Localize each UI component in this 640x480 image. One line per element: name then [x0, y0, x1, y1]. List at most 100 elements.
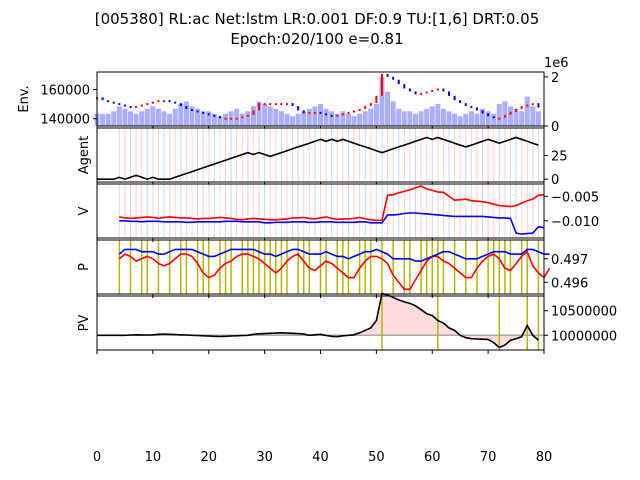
volume-bar	[144, 108, 150, 126]
volume-bar	[167, 113, 173, 126]
volume-bar	[301, 111, 307, 126]
candle	[425, 91, 428, 94]
y-tick-label: 0.496	[551, 276, 588, 291]
volume-bar	[345, 113, 351, 126]
x-tick-label: 70	[480, 450, 497, 465]
y-tick-label: 0	[551, 173, 559, 188]
candle	[448, 91, 451, 96]
candle	[420, 92, 423, 95]
volume-bar	[111, 111, 117, 126]
candle	[492, 116, 495, 119]
candle	[269, 103, 272, 106]
y-axis-label: Agent	[77, 136, 92, 174]
pv-line	[97, 292, 539, 349]
volume-bar	[195, 108, 201, 126]
candle	[330, 114, 333, 117]
candle	[408, 88, 411, 92]
chart-title-line-2: Epoch:020/100 e=0.81	[230, 30, 403, 48]
volume-bar	[379, 76, 385, 126]
volume-bar	[463, 113, 469, 126]
volume-bar	[357, 113, 363, 126]
volume-bar	[496, 103, 502, 126]
candle	[347, 111, 350, 114]
volume-bar	[412, 113, 418, 126]
axes-frame	[96, 295, 545, 351]
volume-bar	[446, 111, 452, 126]
pv-area	[97, 293, 539, 348]
candle	[531, 103, 534, 106]
volume-bar	[418, 111, 424, 126]
candle	[196, 110, 199, 113]
candle	[263, 103, 266, 106]
panel-5: 10500000 10000000 PV	[77, 292, 617, 354]
volume-bar	[351, 116, 357, 126]
chart-title-line-1: [005380] RL:ac Net:lstm LR:0.001 DF:0.9 …	[95, 10, 540, 28]
candle	[487, 113, 490, 117]
candle	[291, 103, 294, 107]
candle	[353, 110, 356, 113]
axis-offset-label: 1e6	[544, 56, 569, 71]
candle	[163, 100, 166, 103]
candle	[207, 113, 210, 116]
candle	[464, 103, 467, 107]
volume-bar	[100, 113, 106, 126]
candle	[297, 106, 300, 111]
y-axis-label: PV	[77, 315, 92, 332]
candle	[224, 117, 227, 120]
candle	[258, 103, 261, 111]
candle	[397, 79, 400, 85]
volume-bar	[401, 111, 407, 126]
candle	[107, 100, 110, 103]
candle	[453, 95, 456, 101]
candle	[140, 104, 143, 107]
x-tick-label: 20	[200, 450, 217, 465]
volume-bar	[234, 108, 240, 126]
candle	[380, 73, 383, 96]
volume-bar	[223, 113, 229, 126]
volume-bar	[250, 106, 256, 126]
series-line	[118, 250, 551, 291]
volume-bar	[440, 108, 446, 126]
candle	[235, 117, 238, 120]
series-line	[119, 212, 545, 235]
candle	[375, 95, 378, 104]
candle	[241, 116, 244, 119]
candle	[218, 116, 221, 119]
volume-bar	[306, 108, 312, 126]
volume-bar	[485, 111, 491, 126]
y-axis-label: Env.	[17, 85, 32, 112]
volume-bar	[396, 108, 402, 126]
candle	[459, 100, 462, 104]
volume-bar	[474, 113, 480, 126]
volume-bar	[362, 111, 368, 126]
volume-bar	[245, 111, 251, 126]
volume-bar	[273, 108, 279, 126]
candle	[101, 97, 104, 101]
candle	[319, 111, 322, 114]
candle	[475, 107, 478, 111]
y-tick-label-right: 0	[551, 120, 559, 135]
x-tick-label: 50	[368, 450, 385, 465]
volume-bar	[535, 111, 541, 126]
candle	[246, 114, 249, 117]
candle	[341, 113, 344, 116]
candle	[157, 100, 160, 103]
x-tick-label: 40	[312, 450, 329, 465]
candle	[185, 106, 188, 109]
candle	[213, 114, 216, 117]
volume-bar	[133, 113, 139, 126]
candle	[442, 88, 445, 92]
candle	[336, 114, 339, 117]
volume-bar	[513, 108, 519, 126]
volume-bar	[480, 108, 486, 126]
volume-bar	[424, 108, 430, 126]
volume-bar	[385, 91, 391, 126]
volume-bar	[284, 113, 290, 126]
volume-bar	[183, 101, 189, 126]
x-tick-label: 0	[93, 450, 101, 465]
volume-bar	[457, 116, 463, 126]
volume-bar	[206, 111, 212, 126]
y-tick-label: 160000	[40, 84, 90, 99]
